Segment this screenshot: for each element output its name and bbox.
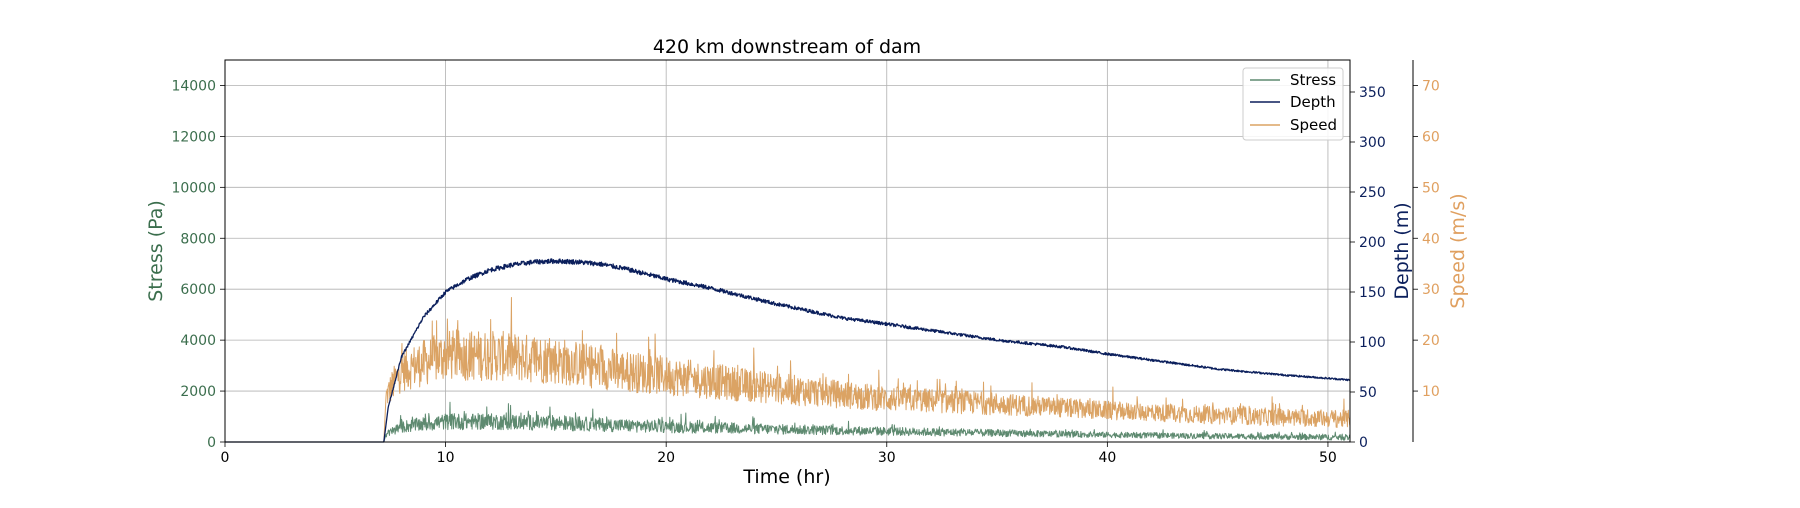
y-tick-label-depth: 350 xyxy=(1359,85,1386,101)
y-tick-label-speed: 40 xyxy=(1422,231,1440,247)
legend-item-depth: Depth xyxy=(1250,93,1336,111)
y-tick-label-speed: 10 xyxy=(1422,384,1440,400)
y-tick-label-stress: 14000 xyxy=(171,78,216,94)
legend-label-depth: Depth xyxy=(1290,93,1336,111)
legend-item-stress: Stress xyxy=(1250,71,1336,89)
y-axis-label-depth: Depth (m) xyxy=(1391,202,1413,299)
y-tick-label-depth: 250 xyxy=(1359,185,1386,201)
x-tick-label: 20 xyxy=(657,450,675,466)
series-line-speed xyxy=(224,297,1351,443)
y-tick-label-speed: 20 xyxy=(1422,333,1440,349)
legend-label-speed: Speed xyxy=(1290,116,1337,134)
y-tick-label-stress: 12000 xyxy=(171,129,216,145)
y-tick-label-stress: 8000 xyxy=(180,231,216,247)
y-tick-label-speed: 30 xyxy=(1422,282,1440,298)
y-tick-label-stress: 6000 xyxy=(180,282,216,298)
y-axis-label-stress: Stress (Pa) xyxy=(145,200,167,302)
legend-box xyxy=(1242,67,1344,141)
y-tick-label-speed: 60 xyxy=(1422,129,1440,145)
y-tick-label-depth: 50 xyxy=(1359,385,1377,401)
x-axis-label: Time (hr) xyxy=(742,466,830,488)
legend-label-stress: Stress xyxy=(1290,71,1336,89)
x-tick-label: 50 xyxy=(1319,450,1337,466)
y-tick-label-speed: 50 xyxy=(1422,180,1440,196)
y-tick-label-depth: 0 xyxy=(1359,435,1368,451)
chart-title: 420 km downstream of dam xyxy=(653,36,921,58)
legend-item-speed: Speed xyxy=(1250,116,1337,134)
y-tick-label-depth: 200 xyxy=(1359,235,1386,251)
series-line-stress xyxy=(224,401,1351,443)
y-tick-label-speed: 70 xyxy=(1422,78,1440,94)
y-axis-label-speed: Speed (m/s) xyxy=(1447,193,1469,308)
x-tick-label: 10 xyxy=(437,450,455,466)
y-tick-label-stress: 2000 xyxy=(180,384,216,400)
y-tick-label-stress: 10000 xyxy=(171,180,216,196)
y-tick-label-stress: 4000 xyxy=(180,333,216,349)
axes-layer: 0 10 20 30 40 5002000400060008000100001200014… xyxy=(171,60,1440,466)
legend: Stress Depth Speed xyxy=(1242,67,1344,141)
y-tick-label-stress: 0 xyxy=(207,435,216,451)
x-tick-label: 0 xyxy=(221,450,230,466)
x-tick-label: 40 xyxy=(1098,450,1116,466)
y-tick-label-depth: 150 xyxy=(1359,285,1386,301)
series-layer xyxy=(224,258,1351,443)
y-tick-label-depth: 100 xyxy=(1359,335,1386,351)
x-tick-label: 30 xyxy=(878,450,896,466)
plot-frame xyxy=(224,59,1351,443)
y-tick-label-depth: 300 xyxy=(1359,135,1386,151)
series-line-depth xyxy=(224,258,1351,443)
